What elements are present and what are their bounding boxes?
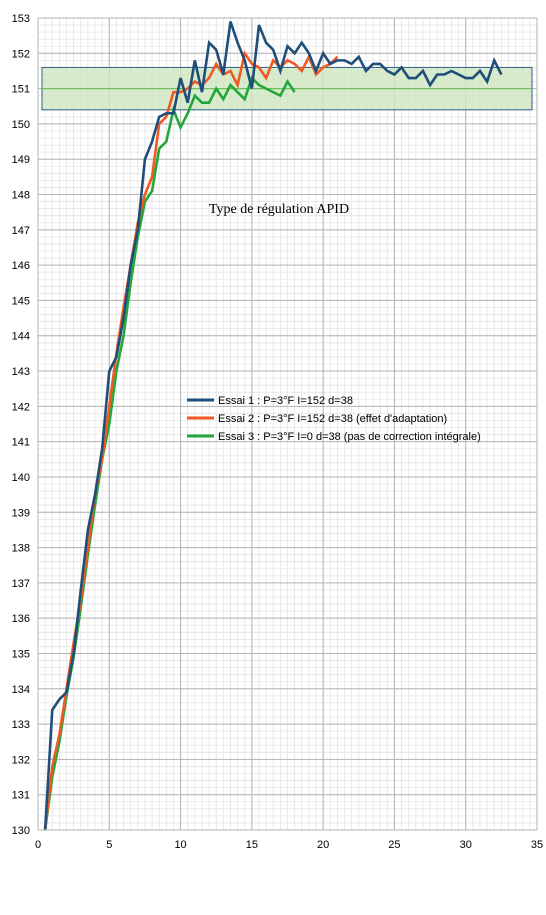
y-tick-label: 143 [12, 366, 30, 378]
x-tick-label: 25 [388, 839, 400, 851]
y-tick-label: 151 [12, 84, 30, 96]
y-tick-label: 140 [12, 472, 30, 484]
target-band [41, 66, 533, 111]
y-tick-label: 141 [12, 437, 30, 449]
x-tick-label: 15 [246, 839, 258, 851]
y-tick-label: 137 [12, 578, 30, 590]
series-line-essai-1 [43, 21, 503, 831]
y-tick-label: 150 [12, 119, 30, 131]
y-tick-label: 142 [12, 401, 30, 413]
legend-label-essai-1: Essai 1 : P=3°F I=152 d=38 [218, 395, 353, 407]
legend-label-essai-2: Essai 2 : P=3°F I=152 d=38 (effet d'adap… [218, 413, 447, 425]
y-tick-label: 131 [12, 790, 30, 802]
y-tick-label: 135 [12, 648, 30, 660]
y-tick-label: 136 [12, 613, 30, 625]
y-tick-label: 152 [12, 48, 30, 60]
x-tick-labels: 0 5 10 15 20 25 30 35 [35, 839, 543, 851]
y-tick-label: 133 [12, 719, 30, 731]
chart-title: Type de régulation APID [209, 202, 349, 217]
x-tick-label: 10 [174, 839, 186, 851]
y-tick-label: 144 [12, 331, 30, 343]
y-tick-label: 145 [12, 295, 30, 307]
y-tick-label: 148 [12, 190, 30, 202]
axes [37, 18, 537, 831]
y-tick-label: 134 [12, 684, 30, 696]
x-tick-label: 35 [531, 839, 543, 851]
x-tick-label: 20 [317, 839, 329, 851]
legend: Essai 1 : P=3°F I=152 d=38 Essai 2 : P=3°… [187, 395, 481, 443]
legend-label-essai-3: Essai 3 : P=3°F I=0 d=38 (pas de correct… [218, 431, 481, 443]
y-tick-label: 149 [12, 154, 30, 166]
y-tick-label: 132 [12, 754, 30, 766]
x-tick-label: 0 [35, 839, 41, 851]
y-tick-label: 146 [12, 260, 30, 272]
x-tick-label: 30 [460, 839, 472, 851]
x-tick-label: 5 [106, 839, 112, 851]
y-tick-label: 130 [12, 825, 30, 837]
series-lines [43, 21, 503, 831]
y-tick-label: 153 [12, 13, 30, 25]
y-tick-label: 139 [12, 507, 30, 519]
y-tick-label: 138 [12, 543, 30, 555]
y-tick-labels: 130 131 132 133 134 135 136 137 138 139 140 141 142 1… [12, 13, 30, 837]
y-tick-label: 147 [12, 225, 30, 237]
